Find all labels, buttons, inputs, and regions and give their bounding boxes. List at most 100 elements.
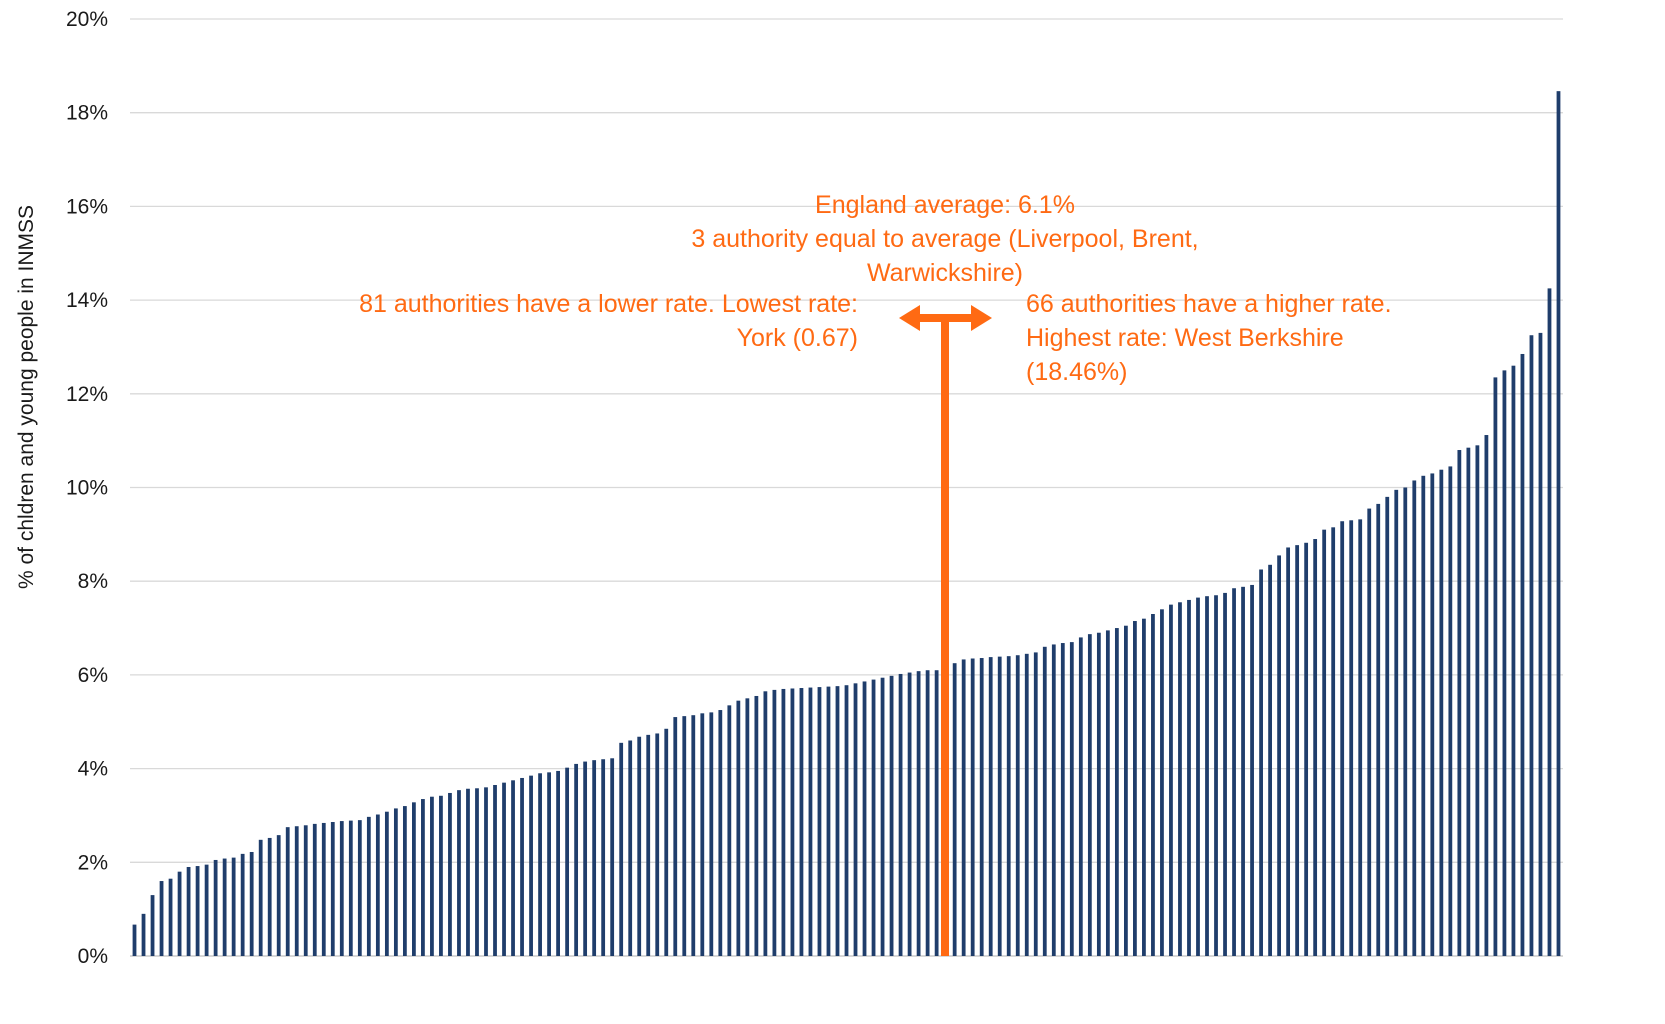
bar <box>547 772 551 956</box>
bar <box>682 716 687 956</box>
bar <box>430 796 434 956</box>
y-tick-label: 4% <box>78 758 108 781</box>
higher-rate-annotation-line: Highest rate: West Berkshire <box>1026 324 1344 352</box>
bar <box>1096 632 1101 956</box>
bar <box>321 822 326 956</box>
bar <box>1196 597 1200 956</box>
bar <box>1367 508 1372 956</box>
bar <box>150 895 155 956</box>
bar <box>970 658 975 956</box>
bar <box>1277 555 1281 956</box>
bar <box>1529 335 1534 956</box>
bar <box>907 672 912 956</box>
bar <box>466 788 470 956</box>
bar <box>303 825 308 956</box>
higher-rate-annotation-line: (18.46%) <box>1026 358 1128 386</box>
bar <box>1412 480 1417 956</box>
y-tick-label: 12% <box>66 383 108 406</box>
average-annotation: England average: 6.1% 3 authority equal … <box>650 188 1240 290</box>
bar <box>691 715 696 956</box>
bar <box>348 820 353 956</box>
y-tick-label: 10% <box>66 477 108 500</box>
bar <box>808 687 813 956</box>
bar <box>231 857 236 956</box>
bar <box>393 808 398 956</box>
bar <box>1439 469 1444 956</box>
bar <box>177 871 182 956</box>
bar <box>745 698 750 956</box>
average-annotation-line: England average: 6.1% <box>815 191 1075 219</box>
bar <box>276 835 281 956</box>
bar <box>1223 592 1227 956</box>
y-tick-label: 18% <box>66 102 108 125</box>
bar <box>862 681 867 956</box>
y-tick-label: 6% <box>78 664 108 687</box>
bar <box>1087 634 1092 956</box>
bar <box>565 767 570 956</box>
y-tick-label: 0% <box>78 945 108 968</box>
bar <box>249 851 254 956</box>
bar <box>258 839 263 956</box>
bar <box>1060 643 1065 956</box>
bar <box>1322 529 1327 956</box>
bar <box>727 705 732 956</box>
bar <box>979 658 984 956</box>
bar <box>1051 644 1056 956</box>
bar <box>619 742 624 956</box>
bar <box>448 792 452 956</box>
higher-rate-annotation: 66 authorities have a higher rate. Highe… <box>1026 287 1586 389</box>
bar <box>709 712 714 956</box>
bar <box>484 787 488 956</box>
bar <box>835 686 840 956</box>
bar <box>736 700 741 956</box>
bar <box>556 770 560 956</box>
bar <box>1538 332 1543 956</box>
bar <box>871 679 876 956</box>
bar <box>1556 91 1561 956</box>
bar <box>1069 642 1074 956</box>
bar <box>1349 520 1354 956</box>
bar <box>1169 604 1173 957</box>
bar <box>1511 365 1516 956</box>
bar <box>637 736 642 956</box>
bar <box>457 790 461 956</box>
bar <box>934 670 939 956</box>
bar <box>664 728 669 956</box>
bar <box>493 785 497 956</box>
lower-rate-annotation-line: York (0.67) <box>736 324 858 352</box>
y-tick-label: 2% <box>78 851 108 874</box>
bar <box>1268 564 1272 956</box>
y-tick-label: 14% <box>66 289 108 312</box>
bar <box>213 859 218 956</box>
bar <box>375 814 380 956</box>
bar <box>1457 450 1462 956</box>
bar <box>520 777 524 956</box>
bar <box>1340 521 1345 956</box>
bar <box>538 773 542 956</box>
bar <box>610 758 615 956</box>
bar <box>1475 445 1480 956</box>
y-axis-label: % of chldren and young people in INMSS <box>15 205 38 589</box>
bar <box>285 827 290 956</box>
bar <box>889 675 894 956</box>
bar <box>1015 655 1020 956</box>
bars <box>132 91 1561 957</box>
bar <box>366 816 371 956</box>
bar <box>529 775 533 956</box>
bar <box>1313 539 1318 956</box>
bar <box>1006 656 1011 956</box>
bar <box>1304 542 1309 956</box>
lower-rate-annotation: 81 authorities have a lower rate. Lowest… <box>250 287 858 355</box>
bar <box>1295 545 1300 956</box>
bar <box>1114 628 1119 956</box>
bar <box>421 799 425 956</box>
bar <box>240 853 245 956</box>
bar <box>1394 489 1399 956</box>
bar <box>997 656 1002 956</box>
bar <box>1466 447 1471 956</box>
lower-rate-annotation-line: 81 authorities have a lower rate. Lowest… <box>359 290 858 318</box>
bar <box>412 802 416 956</box>
bar <box>1376 503 1381 956</box>
bar <box>961 659 966 956</box>
